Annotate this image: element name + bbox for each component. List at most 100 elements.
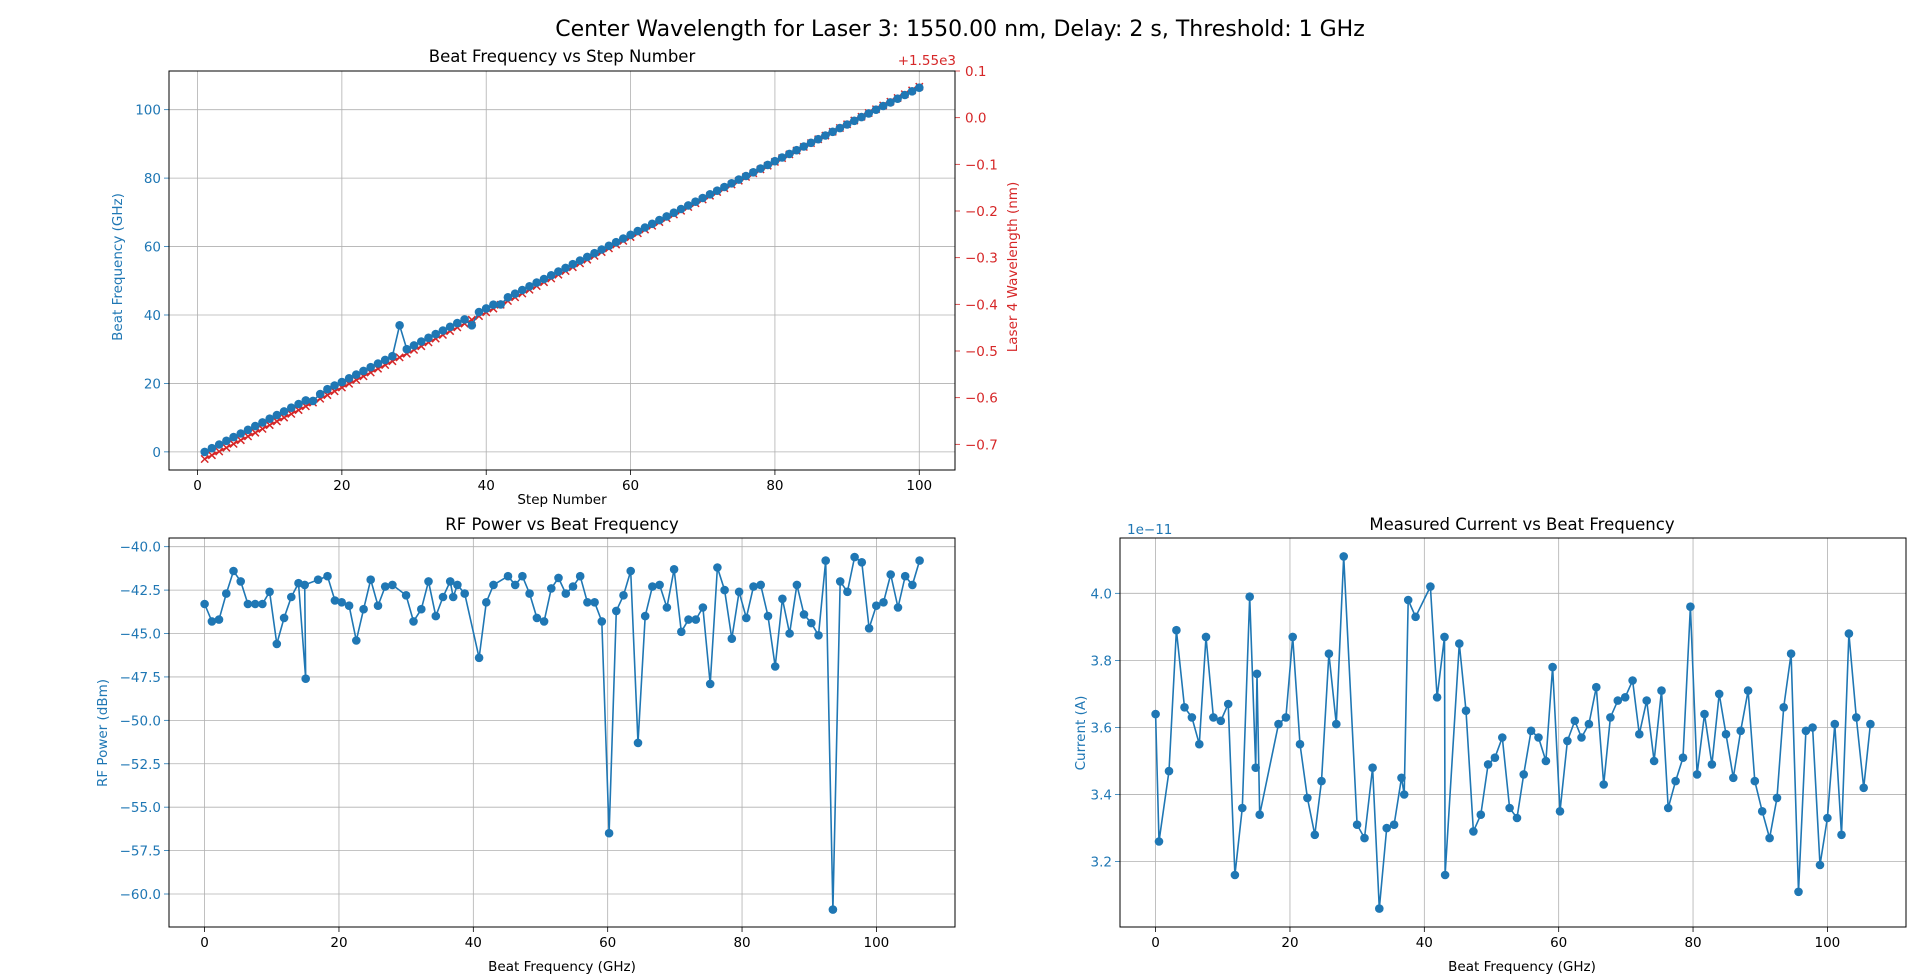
ax3-current-point xyxy=(1317,776,1326,786)
ax1-beat-point xyxy=(315,389,325,399)
ax2-ytick-label: −57.5 xyxy=(120,844,161,860)
beat-frequency-vs-step-axes: Beat Frequency vs Step Number Step Numbe… xyxy=(110,47,1021,508)
ax3-current-point xyxy=(1815,860,1825,870)
ax3-current-point xyxy=(1310,830,1320,840)
ax3-current-point xyxy=(1736,726,1745,736)
ax1-beat-point xyxy=(200,447,209,457)
ax2-rf-point xyxy=(539,617,549,626)
ax1-wavelength-marker xyxy=(265,420,274,430)
ax3-current-point xyxy=(1657,686,1666,695)
ax3-current-point xyxy=(1563,736,1572,746)
ax1-beat-point xyxy=(474,307,484,317)
ax1-beat-point xyxy=(510,289,520,299)
ax3-current-point xyxy=(1555,807,1565,816)
ax1-beat-point xyxy=(604,241,614,251)
ax1-beat-point xyxy=(561,263,570,273)
ax3-current-point xyxy=(1180,703,1189,712)
ax2-frame xyxy=(168,537,956,928)
ax3-current-point xyxy=(1201,632,1211,642)
ax2-xlabel: Beat Frequency (GHz) xyxy=(488,959,636,975)
ax2-ytick-label: −47.5 xyxy=(120,670,161,686)
ax2-rf-point xyxy=(279,613,289,623)
ax2-rf-point xyxy=(749,582,758,591)
ax2-rf-point xyxy=(843,587,852,597)
ax3-xlabel: Beat Frequency (GHz) xyxy=(1448,959,1596,975)
ax1-ytick-label: 100 xyxy=(135,103,161,119)
ax2-rf-point xyxy=(640,611,650,621)
ax2-ytick-label: −60.0 xyxy=(120,887,161,903)
ax1-beat-point xyxy=(698,193,707,203)
ax3-current-point xyxy=(1295,739,1305,749)
ax3-current-point xyxy=(1403,595,1413,605)
ax2-rf-point xyxy=(872,601,881,610)
ax1-beat-point xyxy=(243,425,253,435)
ax2-rf-point xyxy=(886,570,895,579)
ax3-current-point xyxy=(1360,833,1369,843)
ax1-wavelength-marker xyxy=(222,443,231,452)
ax1-wavelength-marker xyxy=(279,413,289,422)
ax1-beat-point xyxy=(756,164,765,173)
ax2-rf-point xyxy=(915,556,924,565)
ax2-rf-point xyxy=(778,594,787,604)
ax2-rf-point xyxy=(229,566,238,576)
ax1-wavelength-marker xyxy=(200,454,209,464)
ax3-current-point xyxy=(1859,783,1868,793)
ax1-wavelength-marker xyxy=(287,409,296,419)
ax1-beat-point xyxy=(222,436,231,446)
ax3-current-point xyxy=(1541,756,1551,766)
ax3-current-point xyxy=(1570,716,1580,726)
ax2-rf-point xyxy=(301,674,311,683)
ax1-beat-point xyxy=(611,237,621,247)
ax1-beat-point xyxy=(539,274,549,284)
ax3-current-point xyxy=(1584,719,1594,729)
ax3-current-point xyxy=(1274,719,1283,729)
ax2-rf-point xyxy=(445,577,455,586)
ax3-current-point xyxy=(1238,803,1247,813)
ax1-beat-point xyxy=(878,101,888,111)
ax2-rf-point xyxy=(518,571,527,581)
ax1-beat-point xyxy=(626,230,635,240)
ax2-rf-point xyxy=(300,580,310,590)
ax3-current-point xyxy=(1642,696,1651,705)
ax1-beat-point xyxy=(583,252,592,262)
ax3-current-point xyxy=(1620,693,1630,702)
ax3-current-point xyxy=(1455,639,1464,648)
ax2-rf-point xyxy=(525,589,534,598)
ax2-rf-point xyxy=(547,584,556,593)
ax1-beat-point xyxy=(214,440,224,449)
ax1-beat-point xyxy=(279,407,289,416)
ax3-current-point xyxy=(1852,713,1861,722)
ax2-xtick-label: 60 xyxy=(599,935,616,951)
ax2-rf-point xyxy=(908,580,917,590)
ax2-rf-point xyxy=(720,585,729,595)
ax1-beat-point xyxy=(647,219,657,229)
ax3-ytick-label: 3.8 xyxy=(1091,653,1112,669)
ax2-rf-point xyxy=(258,599,267,609)
ax2-rf-point xyxy=(792,580,802,590)
ax2-rf-point xyxy=(705,679,715,689)
ax1-beat-point xyxy=(417,337,426,346)
ax3-current-point xyxy=(1505,803,1514,813)
ax1-beat-point xyxy=(597,245,606,254)
ax2-rf-point xyxy=(287,592,296,602)
ax1-beat-point xyxy=(655,215,664,225)
ax1-beat-point xyxy=(402,344,412,354)
ax2-rf-point xyxy=(313,575,323,584)
ax2-rf-point xyxy=(727,634,737,643)
ax1-beat-point xyxy=(777,153,787,162)
ax3-current-point xyxy=(1599,780,1608,789)
ax1-xtick-label: 20 xyxy=(333,478,350,494)
ax2-rf-point xyxy=(359,604,368,614)
ax3-current-point xyxy=(1303,793,1312,803)
ax3-current-point xyxy=(1324,649,1334,658)
ax2-rf-point xyxy=(590,598,599,607)
ax1-beat-point xyxy=(438,326,448,335)
ax1-beat-point xyxy=(568,259,578,269)
ax2-rf-point xyxy=(785,629,794,638)
ax2-rf-point xyxy=(648,582,657,591)
ax3-current-point xyxy=(1339,552,1348,561)
ax1-ytick-label: 60 xyxy=(144,240,161,256)
ax1-beat-point xyxy=(258,418,267,427)
ax3-current-point xyxy=(1245,592,1254,601)
ax3-xtick-label: 80 xyxy=(1684,935,1701,951)
